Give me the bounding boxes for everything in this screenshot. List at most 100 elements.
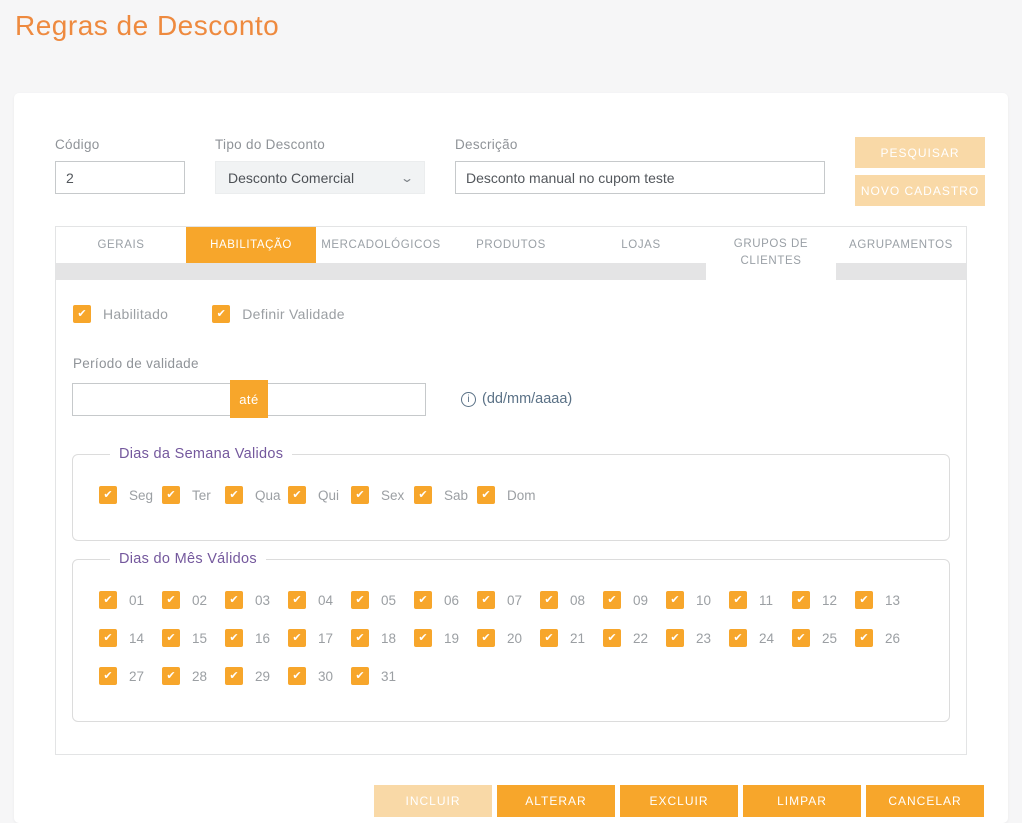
monthday-checkbox-05[interactable]: 05: [351, 591, 414, 609]
monthday-checkbox-08[interactable]: 08: [540, 591, 603, 609]
checkbox-checked-icon: [351, 591, 369, 609]
weekdays-legend: Dias da Semana Validos: [119, 446, 284, 462]
monthday-checkbox-26[interactable]: 26: [855, 629, 918, 647]
checkbox-checked-icon: [99, 591, 117, 609]
monthday-checkbox-30[interactable]: 30: [288, 667, 351, 685]
habilitado-checkbox[interactable]: Habilitado: [73, 305, 168, 323]
checkbox-checked-icon: [855, 629, 873, 647]
pesquisar-button[interactable]: PESQUISAR: [855, 137, 985, 168]
tab-gerais[interactable]: GERAIS: [56, 227, 186, 263]
date-format-hint: (dd/mm/aaaa): [461, 391, 572, 407]
checkbox-checked-icon: [225, 591, 243, 609]
tipo-desconto-select[interactable]: Desconto Comercial ⌄: [215, 161, 425, 194]
monthday-checkbox-10[interactable]: 10: [666, 591, 729, 609]
monthday-checkbox-16[interactable]: 16: [225, 629, 288, 647]
monthday-checkbox-25[interactable]: 25: [792, 629, 855, 647]
monthday-checkbox-02[interactable]: 02: [162, 591, 225, 609]
weekday-checkbox-seg[interactable]: Seg: [99, 486, 162, 504]
monthday-checkbox-19[interactable]: 19: [414, 629, 477, 647]
monthday-checkbox-03[interactable]: 03: [225, 591, 288, 609]
monthday-checkbox-31[interactable]: 31: [351, 667, 414, 685]
alterar-button[interactable]: ALTERAR: [497, 785, 615, 817]
chevron-down-icon: ⌄: [399, 170, 415, 185]
checkbox-checked-icon: [99, 629, 117, 647]
monthday-checkbox-07[interactable]: 07: [477, 591, 540, 609]
monthday-checkbox-20[interactable]: 20: [477, 629, 540, 647]
tabs-container: GERAIS HABILITAÇÃO MERCADOLÓGICOS PRODUT…: [55, 226, 967, 755]
monthday-checkbox-09[interactable]: 09: [603, 591, 666, 609]
weekday-checkbox-sex[interactable]: Sex: [351, 486, 414, 504]
checkbox-checked-icon: [351, 667, 369, 685]
data-fim-input[interactable]: [267, 382, 426, 416]
monthday-checkbox-23[interactable]: 23: [666, 629, 729, 647]
definir-validade-checkbox[interactable]: Definir Validade: [212, 305, 345, 323]
checkbox-checked-icon: [73, 305, 91, 323]
checkbox-checked-icon: [477, 486, 495, 504]
tab-agrupamentos[interactable]: AGRUPAMENTOS: [836, 227, 966, 263]
monthday-checkbox-24[interactable]: 24: [729, 629, 792, 647]
checkbox-checked-icon: [477, 591, 495, 609]
monthday-checkbox-18[interactable]: 18: [351, 629, 414, 647]
tab-habilitacao[interactable]: HABILITAÇÃO: [186, 227, 316, 263]
tipo-desconto-label: Tipo do Desconto: [215, 137, 326, 152]
tab-grupos-de-clientes[interactable]: GRUPOS DE CLIENTES: [706, 227, 836, 280]
monthday-checkbox-12[interactable]: 12: [792, 591, 855, 609]
monthday-checkbox-29[interactable]: 29: [225, 667, 288, 685]
checkbox-checked-icon: [855, 591, 873, 609]
tab-mercadologicos[interactable]: MERCADOLÓGICOS: [316, 227, 446, 263]
monthday-checkbox-13[interactable]: 13: [855, 591, 918, 609]
checkbox-checked-icon: [162, 591, 180, 609]
periodo-validade-row: até (dd/mm/aaaa): [72, 380, 950, 418]
limpar-button[interactable]: LIMPAR: [743, 785, 861, 817]
novo-cadastro-button[interactable]: NOVO CADASTRO: [855, 175, 985, 206]
checkbox-checked-icon: [225, 486, 243, 504]
checkbox-checked-icon: [540, 591, 558, 609]
tab-lojas[interactable]: LOJAS: [576, 227, 706, 263]
monthday-checkbox-04[interactable]: 04: [288, 591, 351, 609]
checkbox-checked-icon: [540, 629, 558, 647]
weekdays-fieldset: Dias da Semana Validos Seg Ter Qua Qui S…: [72, 446, 950, 541]
search-form-row: Código Tipo do Desconto Desconto Comerci…: [14, 93, 1008, 206]
codigo-field-group: Código: [55, 137, 185, 194]
monthday-checkbox-28[interactable]: 28: [162, 667, 225, 685]
checkbox-checked-icon: [414, 591, 432, 609]
monthday-checkbox-21[interactable]: 21: [540, 629, 603, 647]
monthdays-grid: 01 02 03 04 05 06 07 08 09 10 11 12 13 1…: [99, 591, 949, 685]
checkbox-checked-icon: [225, 667, 243, 685]
descricao-input[interactable]: [455, 161, 825, 194]
tipo-field-group: Tipo do Desconto Desconto Comercial ⌄: [215, 137, 425, 194]
weekday-checkbox-qua[interactable]: Qua: [225, 486, 288, 504]
checkbox-checked-icon: [351, 486, 369, 504]
checkbox-checked-icon: [288, 629, 306, 647]
cancelar-button[interactable]: CANCELAR: [866, 785, 984, 817]
ate-separator-button: até: [230, 380, 268, 418]
codigo-input[interactable]: [55, 161, 185, 194]
checkbox-checked-icon: [414, 486, 432, 504]
data-inicio-input[interactable]: [72, 382, 231, 416]
checkbox-checked-icon: [288, 486, 306, 504]
checkbox-checked-icon: [212, 305, 231, 323]
monthday-checkbox-22[interactable]: 22: [603, 629, 666, 647]
monthday-checkbox-15[interactable]: 15: [162, 629, 225, 647]
monthday-checkbox-11[interactable]: 11: [729, 591, 792, 609]
weekday-checkbox-qui[interactable]: Qui: [288, 486, 351, 504]
periodo-validade-label: Período de validade: [73, 356, 199, 371]
monthday-checkbox-14[interactable]: 14: [99, 629, 162, 647]
weekdays-row: Seg Ter Qua Qui Sex Sab Dom: [99, 486, 949, 504]
weekday-checkbox-sab[interactable]: Sab: [414, 486, 477, 504]
checkbox-checked-icon: [414, 629, 432, 647]
monthday-checkbox-17[interactable]: 17: [288, 629, 351, 647]
weekday-checkbox-dom[interactable]: Dom: [477, 486, 540, 504]
checkbox-checked-icon: [225, 629, 243, 647]
incluir-button[interactable]: INCLUIR: [374, 785, 492, 817]
monthday-checkbox-27[interactable]: 27: [99, 667, 162, 685]
monthday-checkbox-01[interactable]: 01: [99, 591, 162, 609]
checkbox-checked-icon: [351, 629, 369, 647]
checkbox-checked-icon: [99, 486, 117, 504]
monthday-checkbox-06[interactable]: 06: [414, 591, 477, 609]
checkbox-checked-icon: [603, 591, 621, 609]
excluir-button[interactable]: EXCLUIR: [620, 785, 738, 817]
weekday-checkbox-ter[interactable]: Ter: [162, 486, 225, 504]
tab-produtos[interactable]: PRODUTOS: [446, 227, 576, 263]
habilitacao-tab-content: Habilitado Definir Validade Período de v…: [56, 280, 966, 754]
